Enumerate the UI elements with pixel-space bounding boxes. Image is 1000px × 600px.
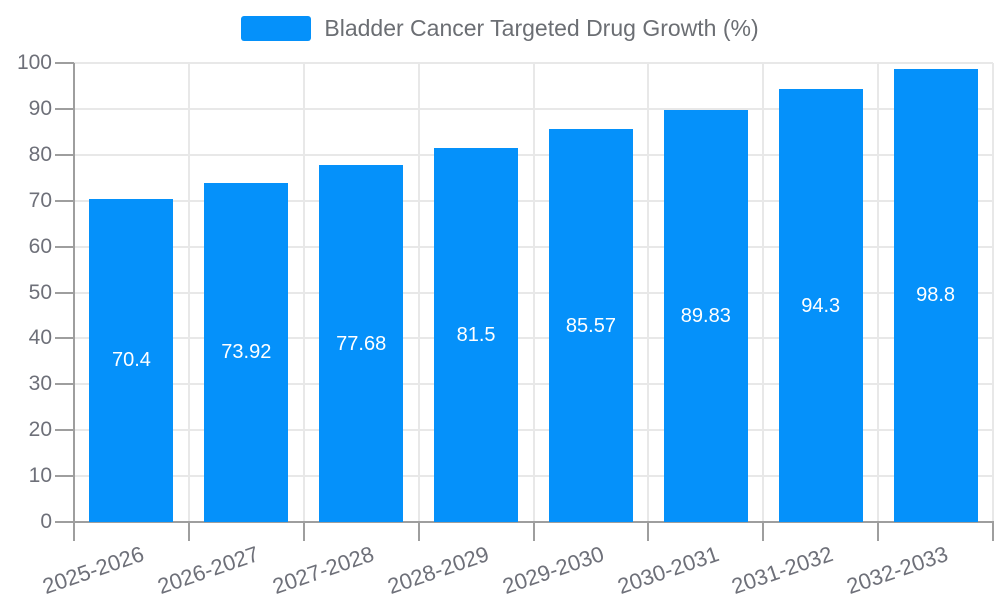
bar-2030-2031[interactable]: 89.83 bbox=[663, 109, 748, 522]
y-tick-label: 100 bbox=[16, 51, 52, 74]
x-tick-label: 2025-2026 bbox=[39, 541, 148, 599]
x-tick-label: 2029-2030 bbox=[499, 541, 607, 599]
x-axis-tick bbox=[187, 522, 190, 541]
bar-value-label: 77.68 bbox=[336, 332, 387, 355]
y-tick-label: 70 bbox=[28, 188, 52, 212]
x-gridline bbox=[647, 63, 650, 522]
x-tick-label: 2027-2028 bbox=[269, 541, 378, 599]
legend-label: Bladder Cancer Targeted Drug Growth (%) bbox=[324, 15, 759, 41]
y-tick-label: 40 bbox=[28, 326, 52, 350]
x-axis-tick bbox=[302, 522, 305, 541]
y-tick-label: 80 bbox=[28, 142, 52, 166]
y-tick-label: 20 bbox=[28, 418, 52, 442]
bar-value-label: 98.8 bbox=[916, 284, 956, 307]
bar-2031-2032[interactable]: 94.3 bbox=[778, 89, 863, 522]
x-gridline bbox=[187, 63, 190, 522]
x-gridline bbox=[762, 63, 765, 522]
x-axis-tick bbox=[647, 522, 650, 541]
x-gridline bbox=[417, 63, 420, 522]
bar-value-label: 73.92 bbox=[221, 341, 272, 364]
y-axis-tick bbox=[55, 521, 74, 523]
x-axis-tick bbox=[532, 522, 535, 541]
y-axis-tick bbox=[55, 429, 74, 432]
y-axis-tick bbox=[55, 199, 74, 202]
x-axis-tick bbox=[877, 522, 880, 541]
x-gridline bbox=[302, 63, 305, 522]
y-tick-label: 50 bbox=[28, 280, 52, 304]
x-tick-label: 2030-2031 bbox=[614, 541, 722, 599]
y-axis-tick bbox=[55, 383, 74, 386]
x-gridline bbox=[877, 63, 880, 522]
x-tick-label: 2028-2029 bbox=[384, 541, 492, 599]
x-axis-line bbox=[73, 521, 994, 523]
x-tick-label: 2031-2032 bbox=[728, 541, 837, 599]
x-gridline bbox=[532, 63, 535, 522]
y-axis-tick bbox=[55, 107, 74, 110]
y-axis-tick bbox=[55, 62, 74, 64]
legend-item[interactable]: Bladder Cancer Targeted Drug Growth (%) bbox=[0, 15, 1000, 42]
bar-2026-2027[interactable]: 73.92 bbox=[204, 182, 289, 522]
bar-value-label: 94.3 bbox=[801, 294, 841, 317]
bar-2027-2028[interactable]: 77.68 bbox=[319, 165, 404, 522]
x-axis-tick bbox=[417, 522, 420, 541]
x-axis-tick bbox=[762, 522, 765, 541]
x-tick-label: 2032-2033 bbox=[843, 541, 952, 599]
y-tick-label: 10 bbox=[28, 464, 52, 488]
y-axis-tick bbox=[55, 291, 74, 294]
bar-value-label: 70.4 bbox=[111, 349, 151, 372]
y-tick-label: 90 bbox=[28, 96, 52, 120]
x-tick-label: 2026-2027 bbox=[154, 541, 263, 599]
y-axis-tick bbox=[55, 337, 74, 340]
y-tick-label: 0 bbox=[40, 510, 52, 533]
bar-value-label: 81.5 bbox=[456, 323, 496, 346]
y-tick-label: 60 bbox=[28, 234, 52, 258]
bar-value-label: 89.83 bbox=[680, 304, 731, 327]
bar-2029-2030[interactable]: 85.57 bbox=[548, 129, 633, 522]
bar-2032-2033[interactable]: 98.8 bbox=[893, 68, 978, 522]
legend-swatch bbox=[241, 16, 312, 42]
y-axis-tick bbox=[55, 245, 74, 248]
x-axis-tick bbox=[992, 522, 994, 541]
bar-value-label: 85.57 bbox=[565, 314, 616, 337]
bar-2028-2029[interactable]: 81.5 bbox=[434, 147, 519, 522]
y-tick-label: 30 bbox=[28, 372, 52, 396]
x-gridline bbox=[992, 63, 994, 522]
bar-2025-2026[interactable]: 70.4 bbox=[89, 198, 174, 522]
y-axis-line bbox=[73, 63, 75, 524]
y-axis-tick bbox=[55, 475, 74, 478]
x-axis-tick bbox=[73, 522, 75, 541]
y-axis-tick bbox=[55, 153, 74, 156]
